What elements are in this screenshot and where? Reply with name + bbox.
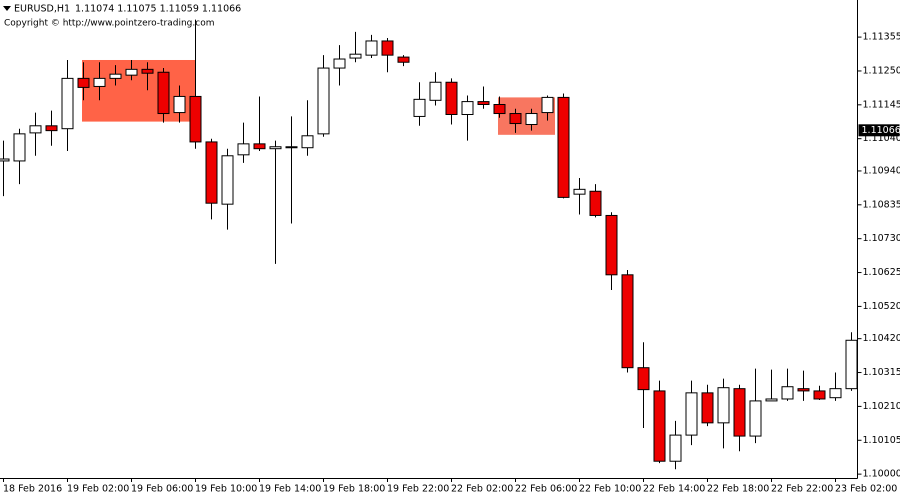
candle-body [781, 386, 794, 400]
candle-body [429, 81, 442, 101]
x-tick-label: 19 Feb 06:00 [131, 484, 193, 495]
candle-body [333, 58, 346, 69]
candle-body [701, 392, 714, 424]
candle-body [509, 113, 522, 125]
candle-body [317, 67, 330, 135]
candle-body [269, 146, 282, 150]
candle-body [285, 146, 298, 149]
x-tick-label: 19 Feb 22:00 [387, 484, 449, 495]
x-tick-label: 18 Feb 2016 [3, 484, 62, 495]
candle-body [525, 113, 538, 125]
candle-body [621, 274, 634, 369]
candle-body [765, 398, 778, 402]
candle-body [589, 190, 602, 216]
x-tick-label: 19 Feb 14:00 [259, 484, 321, 495]
x-tick-label: 22 Feb 02:00 [451, 484, 513, 495]
candle-body [13, 133, 26, 162]
y-tick-label: 1.10315 [863, 367, 900, 378]
x-tick-label: 19 Feb 10:00 [195, 484, 257, 495]
y-tick-label: 1.11145 [863, 99, 900, 110]
candle-body [253, 143, 266, 150]
candle-body [141, 68, 154, 74]
y-tick-label: 1.10730 [863, 233, 900, 244]
x-tick-label: 23 Feb 02:00 [835, 484, 897, 495]
y-tick-label: 1.11040 [863, 133, 900, 144]
price-label: 1.11066 [862, 125, 900, 136]
candle-body [93, 77, 106, 87]
y-tick-label: 1.10520 [863, 301, 900, 312]
candle-body [61, 77, 74, 130]
x-tick-label: 22 Feb 10:00 [579, 484, 641, 495]
candle-body [797, 388, 810, 392]
candle-body [29, 125, 42, 134]
x-tick-label: 19 Feb 18:00 [323, 484, 385, 495]
candle-body [381, 40, 394, 56]
x-tick-label: 22 Feb 06:00 [515, 484, 577, 495]
x-tick-label: 22 Feb 22:00 [771, 484, 833, 495]
candle-body [813, 390, 826, 400]
chart-title: EURUSD,H1 [14, 4, 70, 15]
candle-body [461, 101, 474, 116]
candle-body [541, 96, 554, 114]
x-tick-label: 22 Feb 14:00 [643, 484, 705, 495]
candle-body [0, 158, 10, 162]
candle-body [669, 434, 682, 462]
candle-body [125, 68, 138, 76]
copyright: Copyright © http://www.pointzero-trading… [4, 19, 214, 29]
y-tick-label: 1.10940 [863, 165, 900, 176]
candle-body [733, 388, 746, 437]
candle-body [605, 214, 618, 276]
candle-body [45, 125, 58, 132]
candle-body [157, 71, 170, 115]
y-tick-label: 1.10625 [863, 267, 900, 278]
y-tick-label: 1.10000 [863, 469, 900, 480]
candle-body [173, 95, 186, 114]
y-tick-label: 1.11250 [863, 65, 900, 76]
y-tick-label: 1.10420 [863, 333, 900, 344]
y-tick-label: 1.10105 [863, 435, 900, 446]
candle-body [413, 98, 426, 117]
candle-body [637, 367, 650, 391]
x-tick-label: 22 Feb 18:00 [707, 484, 769, 495]
candle-body [221, 155, 234, 205]
x-tick-label: 19 Feb 02:00 [67, 484, 129, 495]
candle-body [685, 392, 698, 436]
candle-body [653, 390, 666, 462]
candle-body [557, 96, 570, 198]
candle-body [77, 77, 90, 88]
chart-subtitle: 1.11074 1.11075 1.11059 1.11066 [75, 4, 241, 15]
y-tick-label: 1.11355 [863, 32, 900, 43]
candle-body [749, 400, 762, 437]
candle-body [573, 188, 586, 195]
candle-body [365, 40, 378, 56]
price-label-box [858, 124, 900, 137]
candle-body [445, 81, 458, 116]
menu-triangle[interactable] [3, 6, 11, 11]
candle-body [109, 73, 122, 79]
candle-body [397, 56, 410, 63]
candle-body [845, 339, 858, 390]
candle-body [301, 135, 314, 149]
candle-body [349, 53, 362, 59]
candle-body [205, 141, 218, 204]
candle-body [493, 104, 506, 115]
y-tick-label: 1.10210 [863, 401, 900, 412]
candle-body [829, 388, 842, 399]
candle-body [477, 101, 490, 106]
candle-body [189, 95, 202, 143]
candle-body [237, 143, 250, 156]
y-tick-label: 1.10835 [863, 199, 900, 210]
candle-body [717, 387, 730, 424]
